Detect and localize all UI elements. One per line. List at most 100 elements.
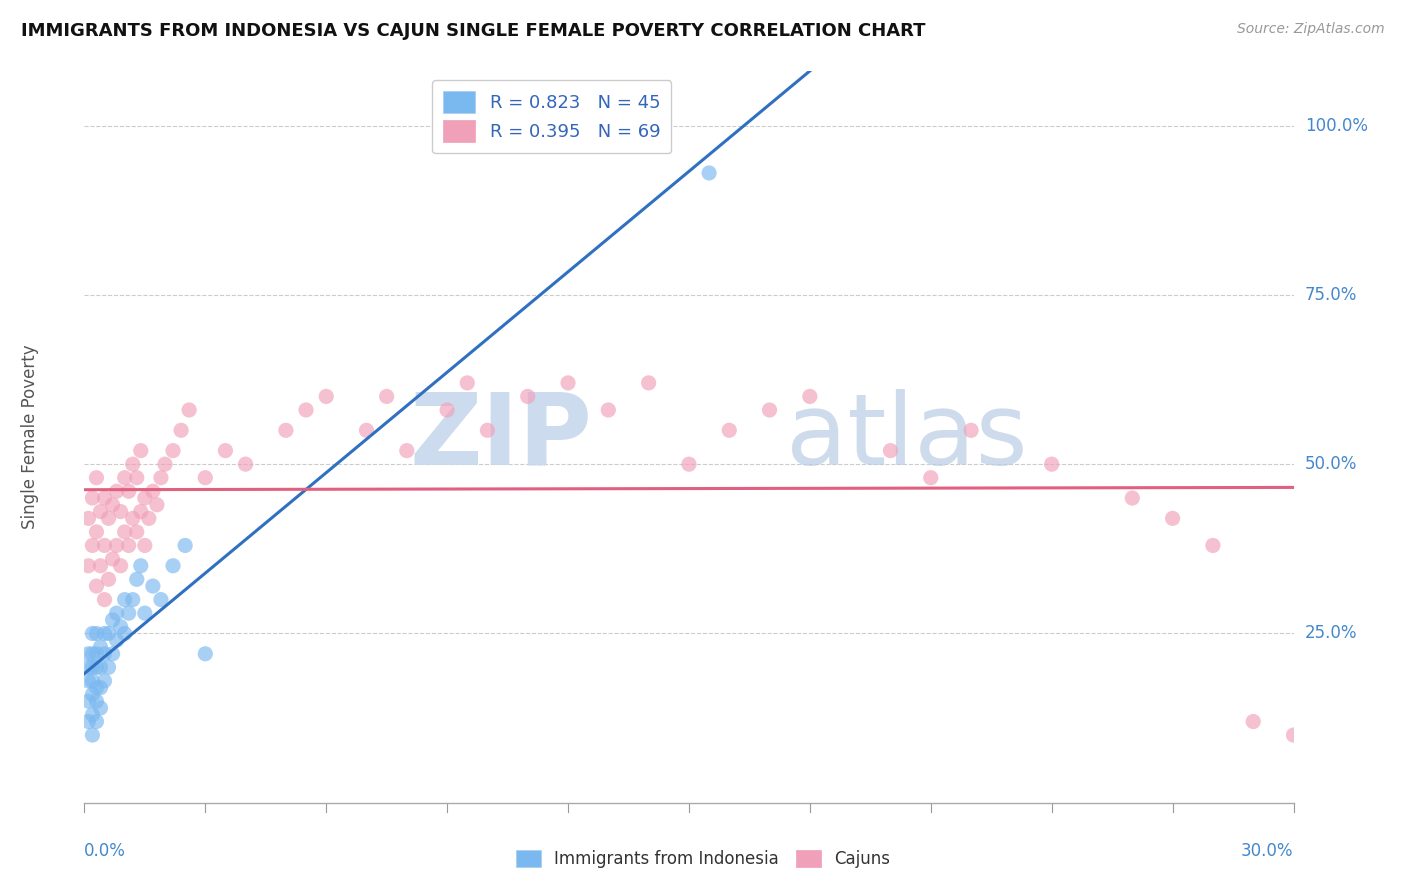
Point xyxy=(89,558,111,573)
Point xyxy=(97,660,120,674)
Point xyxy=(356,423,378,437)
Point xyxy=(82,728,104,742)
Point xyxy=(89,660,111,674)
Point xyxy=(110,620,132,634)
Text: 25.0%: 25.0% xyxy=(1305,624,1357,642)
Point xyxy=(101,498,124,512)
Point xyxy=(436,403,458,417)
Point xyxy=(1282,728,1305,742)
Point xyxy=(214,443,236,458)
Point xyxy=(274,423,297,437)
Point xyxy=(110,505,132,519)
Point xyxy=(146,498,169,512)
Point xyxy=(920,471,942,485)
Point xyxy=(129,558,152,573)
Text: ZIP: ZIP xyxy=(409,389,592,485)
Legend: Immigrants from Indonesia, Cajuns: Immigrants from Indonesia, Cajuns xyxy=(509,843,897,875)
Legend: R = 0.823   N = 45, R = 0.395   N = 69: R = 0.823 N = 45, R = 0.395 N = 69 xyxy=(432,80,671,153)
Point xyxy=(1241,714,1264,729)
Point xyxy=(77,673,100,688)
Point xyxy=(678,457,700,471)
Point xyxy=(174,538,197,552)
Point xyxy=(93,491,115,505)
Point xyxy=(77,660,100,674)
Point xyxy=(77,714,100,729)
Point xyxy=(86,647,108,661)
Point xyxy=(114,592,136,607)
Point xyxy=(97,511,120,525)
Point xyxy=(82,688,104,702)
Point xyxy=(105,606,128,620)
Point xyxy=(82,660,104,674)
Point xyxy=(86,579,108,593)
Point xyxy=(86,714,108,729)
Point xyxy=(86,681,108,695)
Point xyxy=(89,505,111,519)
Point xyxy=(134,606,156,620)
Point xyxy=(879,443,901,458)
Point xyxy=(697,166,720,180)
Point xyxy=(105,633,128,648)
Text: IMMIGRANTS FROM INDONESIA VS CAJUN SINGLE FEMALE POVERTY CORRELATION CHART: IMMIGRANTS FROM INDONESIA VS CAJUN SINGL… xyxy=(21,22,925,40)
Point xyxy=(179,403,201,417)
Text: Source: ZipAtlas.com: Source: ZipAtlas.com xyxy=(1237,22,1385,37)
Point xyxy=(375,389,398,403)
Point xyxy=(118,484,141,499)
Point xyxy=(89,681,111,695)
Point xyxy=(149,592,172,607)
Text: 75.0%: 75.0% xyxy=(1305,285,1357,304)
Point xyxy=(129,505,152,519)
Point xyxy=(114,524,136,539)
Text: 50.0%: 50.0% xyxy=(1305,455,1357,473)
Point xyxy=(129,443,152,458)
Point xyxy=(101,613,124,627)
Point xyxy=(86,626,108,640)
Point xyxy=(77,511,100,525)
Point xyxy=(97,626,120,640)
Point xyxy=(153,457,176,471)
Point xyxy=(162,558,184,573)
Point xyxy=(1202,538,1225,552)
Point xyxy=(101,647,124,661)
Point xyxy=(138,511,160,525)
Point xyxy=(82,673,104,688)
Point xyxy=(97,572,120,586)
Point xyxy=(960,423,983,437)
Text: 100.0%: 100.0% xyxy=(1305,117,1368,135)
Point xyxy=(194,647,217,661)
Point xyxy=(315,389,337,403)
Point xyxy=(718,423,741,437)
Point xyxy=(125,524,148,539)
Point xyxy=(114,626,136,640)
Point xyxy=(235,457,257,471)
Point xyxy=(86,660,108,674)
Point xyxy=(125,471,148,485)
Point xyxy=(134,538,156,552)
Point xyxy=(82,538,104,552)
Point xyxy=(105,538,128,552)
Point xyxy=(637,376,659,390)
Point xyxy=(1161,511,1184,525)
Text: atlas: atlas xyxy=(786,389,1028,485)
Point xyxy=(598,403,620,417)
Point xyxy=(295,403,318,417)
Point xyxy=(82,491,104,505)
Point xyxy=(395,443,418,458)
Point xyxy=(93,626,115,640)
Point xyxy=(114,471,136,485)
Point xyxy=(121,511,143,525)
Point xyxy=(125,572,148,586)
Point xyxy=(110,558,132,573)
Point xyxy=(134,491,156,505)
Point xyxy=(142,484,165,499)
Point xyxy=(118,606,141,620)
Point xyxy=(1121,491,1143,505)
Point xyxy=(121,457,143,471)
Point xyxy=(162,443,184,458)
Point xyxy=(86,471,108,485)
Point xyxy=(93,647,115,661)
Point xyxy=(149,471,172,485)
Point xyxy=(170,423,193,437)
Point xyxy=(86,524,108,539)
Point xyxy=(77,558,100,573)
